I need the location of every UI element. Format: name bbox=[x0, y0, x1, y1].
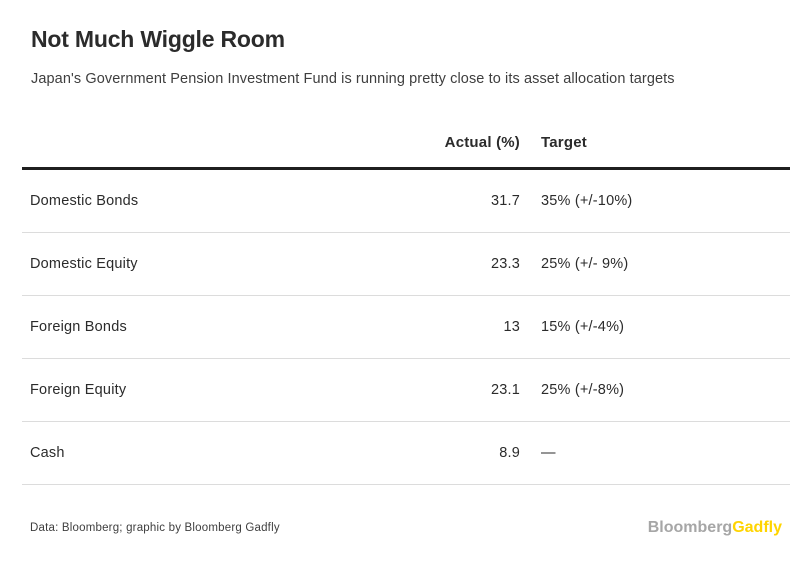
table-row: Domestic Bonds 31.7 35% (+/-10%) bbox=[22, 170, 790, 233]
row-label: Cash bbox=[30, 445, 65, 461]
row-label: Foreign Bonds bbox=[30, 319, 127, 335]
table-header: Actual (%) Target bbox=[0, 134, 812, 156]
column-header-target: Target bbox=[541, 134, 587, 151]
table-row: Foreign Equity 23.1 25% (+/-8%) bbox=[22, 359, 790, 422]
table-row: Domestic Equity 23.3 25% (+/- 9%) bbox=[22, 233, 790, 296]
row-target-value: 25% (+/-8%) bbox=[541, 382, 625, 398]
row-label: Domestic Bonds bbox=[30, 193, 139, 209]
logo-bloomberg-text: Bloomberg bbox=[647, 519, 733, 536]
column-header-actual: Actual (%) bbox=[444, 134, 520, 151]
row-actual-value: 8.9 bbox=[499, 445, 520, 461]
row-target-value: 35% (+/-10%) bbox=[541, 193, 633, 209]
source-note: Data: Bloomberg; graphic by Bloomberg Ga… bbox=[30, 522, 280, 534]
table-row: Cash 8.9 — bbox=[22, 422, 790, 485]
logo-gadfly-text: Gadfly bbox=[732, 519, 782, 536]
row-label: Domestic Equity bbox=[30, 256, 138, 272]
row-target-value: — bbox=[541, 445, 556, 461]
bloomberg-gadfly-logo: BloombergGadfly bbox=[648, 519, 782, 537]
row-target-value: 15% (+/-4%) bbox=[541, 319, 625, 335]
row-label: Foreign Equity bbox=[30, 382, 127, 398]
row-actual-value: 13 bbox=[503, 319, 520, 335]
chart-subtitle: Japan's Government Pension Investment Fu… bbox=[31, 71, 675, 87]
row-actual-value: 31.7 bbox=[490, 193, 520, 209]
page-title: Not Much Wiggle Room bbox=[31, 26, 285, 52]
header-divider bbox=[22, 167, 790, 170]
table-body: Domestic Bonds 31.7 35% (+/-10%) Domesti… bbox=[22, 170, 790, 485]
row-target-value: 25% (+/- 9%) bbox=[541, 256, 629, 272]
row-actual-value: 23.1 bbox=[490, 382, 520, 398]
table-row: Foreign Bonds 13 15% (+/-4%) bbox=[22, 296, 790, 359]
row-actual-value: 23.3 bbox=[490, 256, 520, 272]
